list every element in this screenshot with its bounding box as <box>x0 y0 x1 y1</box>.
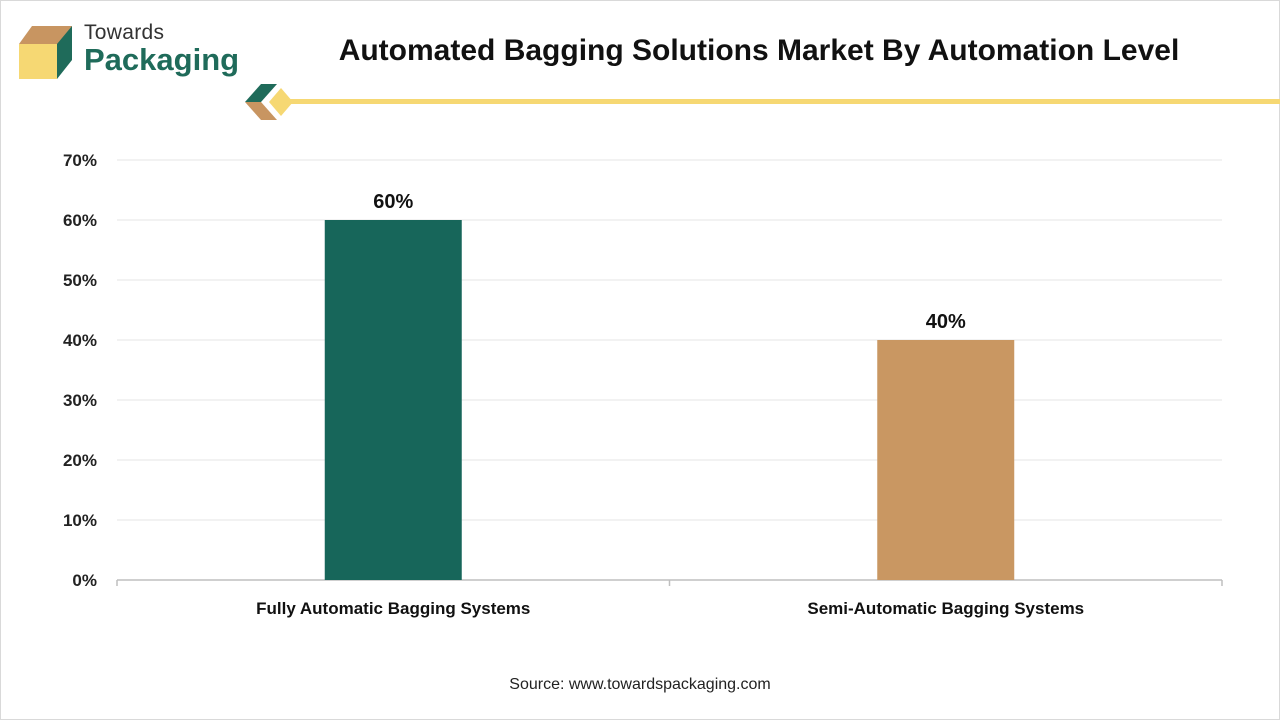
bar <box>877 340 1015 580</box>
title-divider-line <box>288 99 1280 104</box>
y-tick-label: 40% <box>63 331 97 350</box>
brand-name-line1: Towards <box>84 21 165 44</box>
brand-logo: Towards Packaging <box>16 20 240 84</box>
y-tick-label: 50% <box>63 271 97 290</box>
x-tick-label: Fully Automatic Bagging Systems <box>256 599 530 618</box>
y-tick-label: 30% <box>63 391 97 410</box>
y-tick-label: 10% <box>63 511 97 530</box>
y-tick-label: 0% <box>72 571 97 590</box>
data-label: 60% <box>373 191 413 213</box>
y-tick-label: 70% <box>63 151 97 170</box>
package-box-icon <box>19 26 72 79</box>
brand-name-line2: Packaging <box>84 42 240 77</box>
bar-chart: 0% 10% 20% 30% 40% 50% 60% 70% 60% Fully Automati… <box>63 151 1223 618</box>
chart-title: Automated Bagging Solutions Market By Au… <box>338 34 1180 67</box>
source-note: Source: www.towardspackaging.com <box>509 676 771 693</box>
bar <box>324 220 462 580</box>
divider-diamond-icon <box>245 84 293 120</box>
y-tick-label: 60% <box>63 211 97 230</box>
y-tick-label: 20% <box>63 451 97 470</box>
x-tick-label: Semi-Automatic Bagging Systems <box>807 599 1084 618</box>
data-label: 40% <box>926 311 966 333</box>
